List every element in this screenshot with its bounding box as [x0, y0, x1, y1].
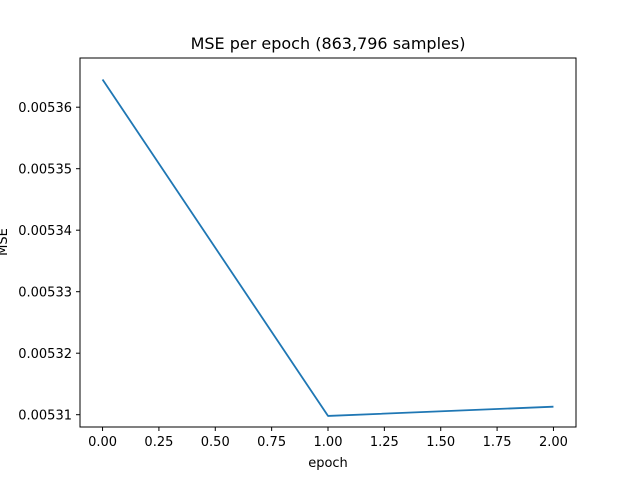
- y-tick-label: 0.00533: [18, 286, 72, 301]
- x-tick-label: 0.75: [257, 435, 286, 450]
- x-axis-ticks: 0.00 0.25 0.50 0.75 1.00 1.25 1.50 1.75 2.00: [88, 427, 568, 450]
- x-tick-label: 2.00: [539, 435, 568, 450]
- x-tick-label: 1.25: [370, 435, 399, 450]
- x-tick-label: 0.25: [144, 435, 173, 450]
- y-axis-ticks: 0.00531 0.00532 0.00533 0.00534 0.00535 0.005…: [18, 101, 80, 424]
- chart-title: MSE per epoch (863,796 samples): [191, 34, 466, 53]
- plot-area: [79, 57, 577, 428]
- y-tick-label: 0.00531: [18, 409, 72, 424]
- x-tick-label: 1.00: [314, 435, 343, 450]
- y-tick-label: 0.00536: [18, 101, 72, 116]
- series-group: [101, 79, 554, 417]
- series-line: [101, 79, 554, 417]
- y-tick-label: 0.00535: [18, 163, 72, 178]
- x-axis-label: epoch: [308, 456, 348, 471]
- x-tick-label: 0.00: [88, 435, 117, 450]
- y-tick-label: 0.00534: [18, 224, 72, 239]
- x-tick-label: 1.50: [426, 435, 455, 450]
- x-tick-label: 1.75: [483, 435, 512, 450]
- x-tick-label: 0.50: [201, 435, 230, 450]
- y-axis-label: MSE: [0, 228, 11, 256]
- y-tick-label: 0.00532: [18, 347, 72, 362]
